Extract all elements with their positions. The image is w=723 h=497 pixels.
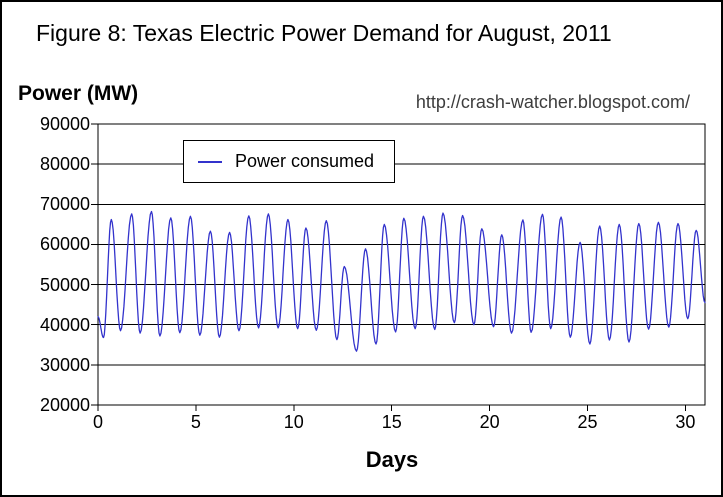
y-tick-label: 20000 (39, 395, 90, 415)
y-tick-label: 80000 (39, 154, 90, 175)
y-tick-label: 50000 (39, 274, 90, 295)
x-tick-label: 5 (190, 412, 201, 432)
x-tick-label: 15 (381, 412, 402, 432)
figure-title: Figure 8: Texas Electric Power Demand fo… (36, 20, 612, 46)
y-tick-label: 90000 (39, 114, 90, 134)
x-tick-label: 20 (479, 412, 500, 432)
y-tick-label: 70000 (39, 194, 90, 215)
x-axis-title: Days (365, 447, 419, 472)
legend-line-swatch (198, 160, 222, 163)
x-tick-label: 10 (283, 412, 304, 432)
legend-box: Power consumed (183, 140, 395, 183)
y-tick-label: 30000 (39, 354, 90, 375)
y-axis-title: Power (MW) (18, 82, 139, 105)
x-tick-label: 30 (675, 412, 696, 432)
power-consumed-line (97, 210, 706, 352)
x-tick-label: 0 (92, 412, 103, 432)
y-tick-label: 60000 (39, 234, 90, 255)
legend-label: Power consumed (235, 151, 375, 171)
x-tick-label: 25 (577, 412, 598, 432)
y-tick-label: 40000 (39, 314, 90, 335)
watermark-url: http://crash-watcher.blogspot.com/ (415, 92, 690, 112)
